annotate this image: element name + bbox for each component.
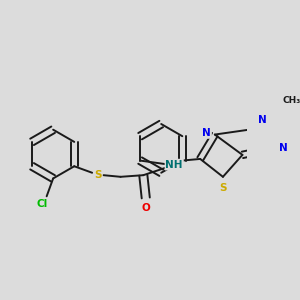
Text: O: O [141,203,150,213]
Text: CH₃: CH₃ [282,96,300,105]
Text: N: N [202,128,211,138]
Text: N: N [279,143,287,153]
Text: NH: NH [165,160,183,170]
Text: S: S [219,183,227,193]
Text: S: S [94,170,102,180]
Text: Cl: Cl [37,200,48,209]
Text: N: N [258,115,266,125]
